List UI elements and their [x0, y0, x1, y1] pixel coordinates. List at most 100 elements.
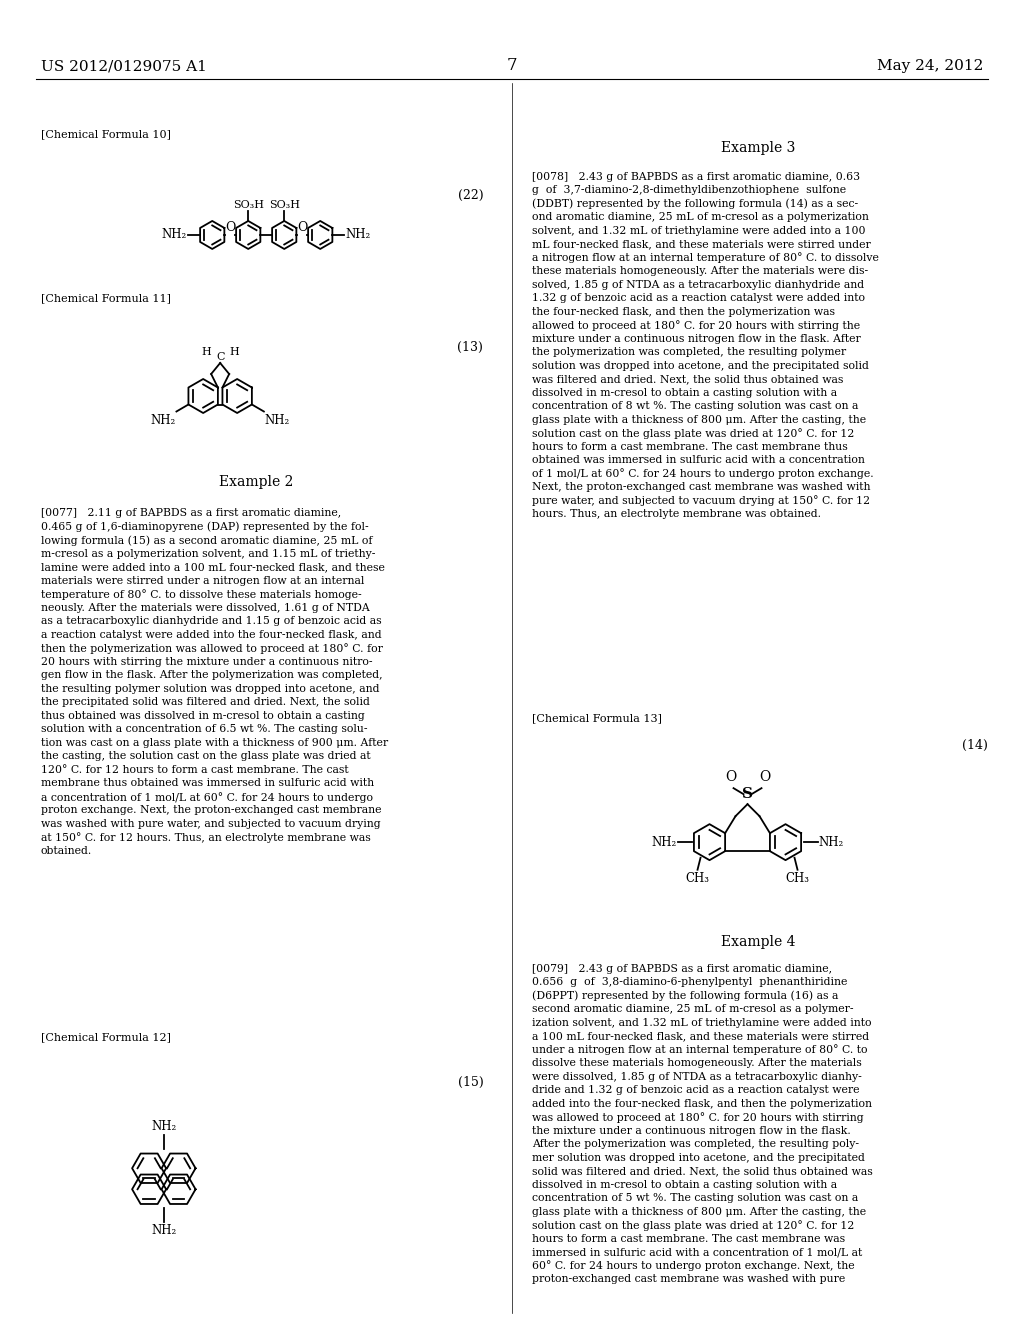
Text: O: O	[759, 770, 770, 784]
Text: lamine were added into a 100 mL four-necked flask, and these: lamine were added into a 100 mL four-nec…	[41, 562, 385, 572]
Text: Next, the proton-exchanged cast membrane was washed with: Next, the proton-exchanged cast membrane…	[532, 482, 871, 492]
Text: solution cast on the glass plate was dried at 120° C. for 12: solution cast on the glass plate was dri…	[532, 428, 855, 440]
Text: neously. After the materials were dissolved, 1.61 g of NTDA: neously. After the materials were dissol…	[41, 603, 370, 612]
Text: a 100 mL four-necked flask, and these materials were stirred: a 100 mL four-necked flask, and these ma…	[532, 1031, 869, 1041]
Text: temperature of 80° C. to dissolve these materials homoge-: temperature of 80° C. to dissolve these …	[41, 589, 361, 601]
Text: was allowed to proceed at 180° C. for 20 hours with stirring: was allowed to proceed at 180° C. for 20…	[532, 1111, 864, 1123]
Text: O: O	[297, 220, 307, 234]
Text: H: H	[202, 347, 211, 356]
Text: SO₃H: SO₃H	[232, 199, 264, 210]
Text: immersed in sulfuric acid with a concentration of 1 mol/L at: immersed in sulfuric acid with a concent…	[532, 1247, 863, 1257]
Text: membrane thus obtained was immersed in sulfuric acid with: membrane thus obtained was immersed in s…	[41, 779, 374, 788]
Text: O: O	[725, 770, 736, 784]
Text: 60° C. for 24 hours to undergo proton exchange. Next, the: 60° C. for 24 hours to undergo proton ex…	[532, 1261, 855, 1271]
Text: 20 hours with stirring the mixture under a continuous nitro-: 20 hours with stirring the mixture under…	[41, 657, 373, 667]
Text: a nitrogen flow at an internal temperature of 80° C. to dissolve: a nitrogen flow at an internal temperatu…	[532, 252, 880, 264]
Text: (15): (15)	[458, 1076, 483, 1089]
Text: US 2012/0129075 A1: US 2012/0129075 A1	[41, 59, 207, 73]
Text: (22): (22)	[458, 189, 483, 202]
Text: solution cast on the glass plate was dried at 120° C. for 12: solution cast on the glass plate was dri…	[532, 1220, 855, 1232]
Text: was washed with pure water, and subjected to vacuum drying: was washed with pure water, and subjecte…	[41, 818, 381, 829]
Text: [Chemical Formula 13]: [Chemical Formula 13]	[532, 713, 663, 723]
Text: m-cresol as a polymerization solvent, and 1.15 mL of triethy-: m-cresol as a polymerization solvent, an…	[41, 549, 376, 558]
Text: solvent, and 1.32 mL of triethylamine were added into a 100: solvent, and 1.32 mL of triethylamine we…	[532, 226, 866, 235]
Text: ization solvent, and 1.32 mL of triethylamine were added into: ization solvent, and 1.32 mL of triethyl…	[532, 1018, 872, 1027]
Text: gen flow in the flask. After the polymerization was completed,: gen flow in the flask. After the polymer…	[41, 671, 383, 680]
Text: ond aromatic diamine, 25 mL of m-cresol as a polymerization: ond aromatic diamine, 25 mL of m-cresol …	[532, 213, 869, 222]
Text: as a tetracarboxylic dianhydride and 1.15 g of benzoic acid as: as a tetracarboxylic dianhydride and 1.1…	[41, 616, 382, 626]
Text: [Chemical Formula 10]: [Chemical Formula 10]	[41, 129, 171, 140]
Text: obtained was immersed in sulfuric acid with a concentration: obtained was immersed in sulfuric acid w…	[532, 455, 865, 465]
Text: concentration of 5 wt %. The casting solution was cast on a: concentration of 5 wt %. The casting sol…	[532, 1193, 859, 1203]
Text: CH₃: CH₃	[685, 871, 710, 884]
Text: [0079]   2.43 g of BAPBDS as a first aromatic diamine,: [0079] 2.43 g of BAPBDS as a first aroma…	[532, 964, 833, 974]
Text: thus obtained was dissolved in m-cresol to obtain a casting: thus obtained was dissolved in m-cresol …	[41, 710, 365, 721]
Text: at 150° C. for 12 hours. Thus, an electrolyte membrane was: at 150° C. for 12 hours. Thus, an electr…	[41, 832, 371, 843]
Text: concentration of 8 wt %. The casting solution was cast on a: concentration of 8 wt %. The casting sol…	[532, 401, 859, 411]
Text: After the polymerization was completed, the resulting poly-: After the polymerization was completed, …	[532, 1139, 859, 1150]
Text: Example 3: Example 3	[721, 141, 795, 156]
Text: of 1 mol/L at 60° C. for 24 hours to undergo proton exchange.: of 1 mol/L at 60° C. for 24 hours to und…	[532, 469, 874, 479]
Text: NH₂: NH₂	[162, 228, 187, 242]
Text: mL four-necked flask, and these materials were stirred under: mL four-necked flask, and these material…	[532, 239, 871, 249]
Text: dissolved in m-cresol to obtain a casting solution with a: dissolved in m-cresol to obtain a castin…	[532, 388, 838, 397]
Text: glass plate with a thickness of 800 μm. After the casting, the: glass plate with a thickness of 800 μm. …	[532, 414, 866, 425]
Text: 120° C. for 12 hours to form a cast membrane. The cast: 120° C. for 12 hours to form a cast memb…	[41, 764, 348, 775]
Text: dissolved in m-cresol to obtain a casting solution with a: dissolved in m-cresol to obtain a castin…	[532, 1180, 838, 1189]
Text: (DDBT) represented by the following formula (14) as a sec-: (DDBT) represented by the following form…	[532, 198, 858, 209]
Text: solution with a concentration of 6.5 wt %. The casting solu-: solution with a concentration of 6.5 wt …	[41, 725, 368, 734]
Text: S: S	[742, 787, 753, 801]
Text: a reaction catalyst were added into the four-necked flask, and: a reaction catalyst were added into the …	[41, 630, 382, 640]
Text: (13): (13)	[458, 341, 483, 354]
Text: the precipitated solid was filtered and dried. Next, the solid: the precipitated solid was filtered and …	[41, 697, 370, 708]
Text: lowing formula (15) as a second aromatic diamine, 25 mL of: lowing formula (15) as a second aromatic…	[41, 535, 373, 545]
Text: glass plate with a thickness of 800 μm. After the casting, the: glass plate with a thickness of 800 μm. …	[532, 1206, 866, 1217]
Text: allowed to proceed at 180° C. for 20 hours with stirring the: allowed to proceed at 180° C. for 20 hou…	[532, 319, 860, 331]
Text: were dissolved, 1.85 g of NTDA as a tetracarboxylic dianhy-: were dissolved, 1.85 g of NTDA as a tetr…	[532, 1072, 862, 1081]
Text: [0077]   2.11 g of BAPBDS as a first aromatic diamine,: [0077] 2.11 g of BAPBDS as a first aroma…	[41, 508, 341, 519]
Text: 7: 7	[507, 58, 517, 74]
Text: Example 2: Example 2	[219, 475, 293, 490]
Text: these materials homogeneously. After the materials were dis-: these materials homogeneously. After the…	[532, 267, 868, 276]
Text: solid was filtered and dried. Next, the solid thus obtained was: solid was filtered and dried. Next, the …	[532, 1166, 873, 1176]
Text: NH₂: NH₂	[818, 836, 844, 849]
Text: hours to form a cast membrane. The cast membrane was: hours to form a cast membrane. The cast …	[532, 1234, 846, 1243]
Text: solved, 1.85 g of NTDA as a tetracarboxylic dianhydride and: solved, 1.85 g of NTDA as a tetracarboxy…	[532, 280, 864, 289]
Text: proton exchange. Next, the proton-exchanged cast membrane: proton exchange. Next, the proton-exchan…	[41, 805, 382, 816]
Text: Example 4: Example 4	[721, 935, 795, 949]
Text: hours. Thus, an electrolyte membrane was obtained.: hours. Thus, an electrolyte membrane was…	[532, 510, 821, 519]
Text: [Chemical Formula 12]: [Chemical Formula 12]	[41, 1032, 171, 1043]
Text: under a nitrogen flow at an internal temperature of 80° C. to: under a nitrogen flow at an internal tem…	[532, 1044, 868, 1056]
Text: [0078]   2.43 g of BAPBDS as a first aromatic diamine, 0.63: [0078] 2.43 g of BAPBDS as a first aroma…	[532, 172, 860, 182]
Text: the casting, the solution cast on the glass plate was dried at: the casting, the solution cast on the gl…	[41, 751, 371, 762]
Text: dissolve these materials homogeneously. After the materials: dissolve these materials homogeneously. …	[532, 1059, 862, 1068]
Text: the resulting polymer solution was dropped into acetone, and: the resulting polymer solution was dropp…	[41, 684, 380, 694]
Text: obtained.: obtained.	[41, 846, 92, 855]
Text: the mixture under a continuous nitrogen flow in the flask.: the mixture under a continuous nitrogen …	[532, 1126, 851, 1135]
Text: NH₂: NH₂	[345, 228, 371, 242]
Text: mer solution was dropped into acetone, and the precipitated: mer solution was dropped into acetone, a…	[532, 1152, 865, 1163]
Text: 0.656  g  of  3,8-diamino-6-phenylpentyl  phenanthiridine: 0.656 g of 3,8-diamino-6-phenylpentyl ph…	[532, 977, 848, 987]
Text: NH₂: NH₂	[651, 836, 677, 849]
Text: hours to form a cast membrane. The cast membrane thus: hours to form a cast membrane. The cast …	[532, 442, 848, 451]
Text: the four-necked flask, and then the polymerization was: the four-necked flask, and then the poly…	[532, 306, 836, 317]
Text: added into the four-necked flask, and then the polymerization: added into the four-necked flask, and th…	[532, 1098, 872, 1109]
Text: the polymerization was completed, the resulting polymer: the polymerization was completed, the re…	[532, 347, 847, 358]
Text: dride and 1.32 g of benzoic acid as a reaction catalyst were: dride and 1.32 g of benzoic acid as a re…	[532, 1085, 860, 1096]
Text: solution was dropped into acetone, and the precipitated solid: solution was dropped into acetone, and t…	[532, 360, 869, 371]
Text: materials were stirred under a nitrogen flow at an internal: materials were stirred under a nitrogen …	[41, 576, 365, 586]
Text: tion was cast on a glass plate with a thickness of 900 μm. After: tion was cast on a glass plate with a th…	[41, 738, 388, 747]
Text: NH₂: NH₂	[152, 1224, 176, 1237]
Text: C: C	[216, 352, 224, 362]
Text: 0.465 g of 1,6-diaminopyrene (DAP) represented by the fol-: 0.465 g of 1,6-diaminopyrene (DAP) repre…	[41, 521, 369, 532]
Text: [Chemical Formula 11]: [Chemical Formula 11]	[41, 293, 171, 304]
Text: proton-exchanged cast membrane was washed with pure: proton-exchanged cast membrane was washe…	[532, 1274, 846, 1284]
Text: pure water, and subjected to vacuum drying at 150° C. for 12: pure water, and subjected to vacuum dryi…	[532, 495, 870, 507]
Text: H: H	[229, 347, 239, 356]
Text: mixture under a continuous nitrogen flow in the flask. After: mixture under a continuous nitrogen flow…	[532, 334, 861, 343]
Text: NH₂: NH₂	[265, 413, 290, 426]
Text: was filtered and dried. Next, the solid thus obtained was: was filtered and dried. Next, the solid …	[532, 374, 844, 384]
Text: a concentration of 1 mol/L at 60° C. for 24 hours to undergo: a concentration of 1 mol/L at 60° C. for…	[41, 792, 373, 803]
Text: NH₂: NH₂	[152, 1121, 176, 1134]
Text: 1.32 g of benzoic acid as a reaction catalyst were added into: 1.32 g of benzoic acid as a reaction cat…	[532, 293, 865, 304]
